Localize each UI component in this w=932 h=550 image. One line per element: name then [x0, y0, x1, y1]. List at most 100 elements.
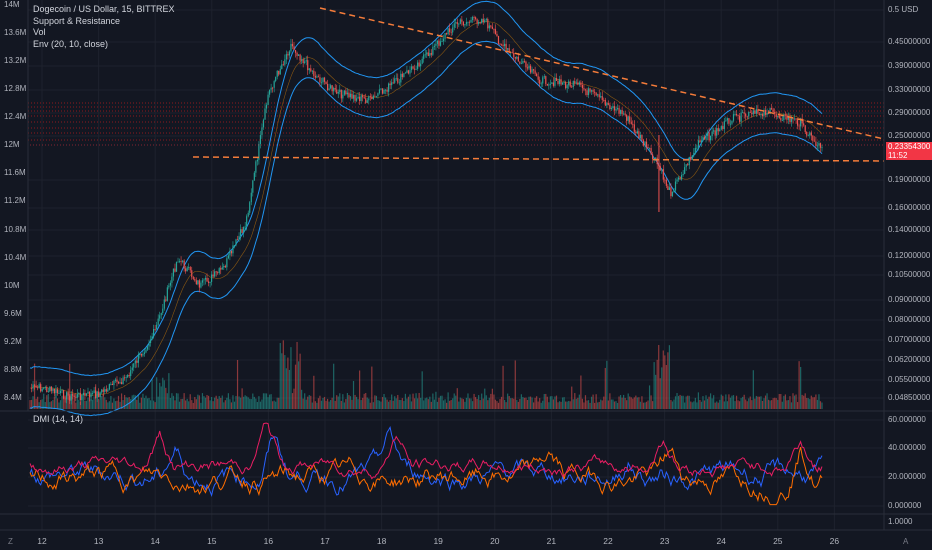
indicator-support-resistance[interactable]: Support & Resistance — [33, 15, 121, 26]
candle-body — [754, 110, 756, 114]
volume-bar — [594, 402, 596, 409]
volume-bar — [166, 393, 168, 409]
candle-body — [40, 384, 42, 392]
candle-body — [517, 56, 519, 62]
volume-bar — [693, 401, 695, 409]
candle-body — [523, 61, 526, 62]
candle-body — [636, 131, 638, 134]
volume-bar — [650, 395, 652, 409]
candle-body — [578, 82, 580, 85]
volume-bar — [595, 394, 597, 409]
volume-bar — [69, 363, 71, 409]
volume-bar — [694, 397, 696, 409]
dmi-legend[interactable]: DMI (14, 14) — [33, 414, 84, 424]
volume-bar — [165, 387, 167, 409]
candle-body — [230, 250, 233, 254]
candle-body — [69, 395, 71, 401]
volume-bar — [105, 399, 107, 409]
candle-body — [606, 103, 608, 106]
candle-body — [75, 396, 77, 398]
volume-bar — [215, 395, 217, 409]
candle-body — [336, 89, 338, 94]
volume-bar — [64, 396, 66, 409]
volume-bar — [754, 398, 756, 409]
candle-body — [322, 77, 324, 83]
volume-bar — [151, 379, 153, 409]
candle-body — [148, 342, 150, 347]
candle-body — [508, 48, 510, 53]
candle-body — [497, 36, 500, 44]
symbol-title[interactable]: Dogecoin / US Dollar, 15, BITTREX — [33, 4, 175, 14]
volume-bar — [784, 394, 786, 409]
candle-body — [766, 112, 768, 115]
candle-body — [250, 192, 252, 203]
candle-body — [696, 147, 698, 149]
volume-bar — [536, 396, 538, 409]
volume-bar — [542, 400, 544, 409]
volume-bar — [78, 399, 80, 409]
chart-legend[interactable]: Dogecoin / US Dollar, 15, BITTREX Suppor… — [33, 4, 175, 50]
candle-body — [198, 280, 200, 288]
volume-bar — [139, 402, 141, 409]
right-axis-tick: 0.33000000 — [888, 85, 931, 94]
candle-body — [491, 26, 493, 29]
candle-body — [137, 354, 139, 363]
candle-body — [154, 329, 156, 330]
volume-bar — [220, 397, 222, 409]
candle-body — [690, 156, 692, 160]
candle-body — [580, 82, 582, 86]
trend-lines[interactable] — [192, 7, 885, 162]
right-axis-tick: 0.29000000 — [888, 108, 931, 117]
timezone-toggle[interactable]: Z — [8, 537, 13, 546]
time-axis-tick: 19 — [433, 536, 443, 546]
candle-body — [209, 281, 211, 283]
candle-body — [61, 390, 63, 391]
candle-body — [88, 391, 91, 398]
volume-bar — [621, 397, 623, 409]
volume-bar — [337, 396, 339, 409]
volume-bar — [537, 401, 539, 409]
left-axis-tick: 13.2M — [4, 56, 27, 65]
candle-body — [471, 17, 474, 21]
volume-bar — [816, 399, 819, 409]
volume-bar — [232, 395, 234, 409]
volume-bar — [62, 396, 65, 409]
candle-body — [268, 89, 271, 95]
volume-bar — [210, 396, 213, 409]
volume-bar — [188, 401, 190, 409]
candle-body — [333, 87, 335, 92]
candle-body — [484, 20, 486, 23]
candle-body — [281, 64, 283, 70]
volume-bar — [104, 397, 106, 409]
volume-bar — [787, 400, 790, 409]
volume-bar — [476, 398, 478, 409]
candle-body — [526, 67, 529, 69]
volume-bar — [397, 394, 399, 409]
candle-body — [401, 73, 403, 78]
candle-body — [415, 68, 417, 70]
volume-bar — [314, 401, 316, 409]
candle-body — [729, 123, 732, 125]
volume-bar — [455, 395, 457, 409]
indicator-envelope[interactable]: Env (20, 10, close) — [33, 38, 109, 49]
volume-bar — [722, 395, 724, 409]
volume-bar — [241, 388, 243, 409]
volume-bar — [456, 388, 458, 409]
candle-body — [304, 61, 306, 63]
candle-body — [534, 70, 536, 74]
candle-body — [806, 132, 808, 136]
right-axis-tick: 0.5 USD — [888, 5, 919, 14]
candle-body — [740, 112, 742, 122]
volume-bar — [619, 395, 622, 409]
indicator-volume[interactable]: Vol — [33, 27, 46, 37]
volume-bar — [439, 395, 442, 409]
candle-body — [706, 132, 709, 136]
volume-bar — [224, 400, 226, 409]
volume-bar — [497, 402, 500, 409]
candle-body — [210, 274, 213, 282]
auto-scale-toggle[interactable]: A — [903, 537, 909, 546]
candle-body — [253, 172, 255, 181]
volume-bar — [731, 395, 733, 409]
volume-bar — [706, 398, 709, 409]
